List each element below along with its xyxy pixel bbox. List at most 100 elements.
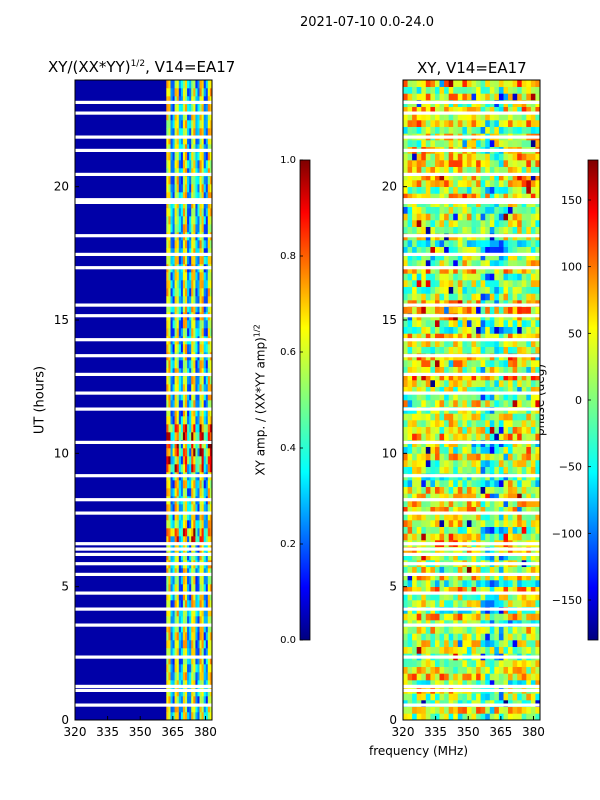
right-heatmap-cell bbox=[526, 286, 532, 294]
right-heatmap-cell bbox=[476, 86, 481, 94]
left-heatmap-cell bbox=[199, 104, 202, 113]
right-heatmap-cell bbox=[435, 320, 440, 327]
right-heatmap-cell bbox=[439, 646, 445, 654]
left-heatmap-cell bbox=[170, 136, 173, 145]
left-heatmap-cell bbox=[182, 704, 186, 713]
left-heatmap-cell bbox=[178, 592, 182, 601]
right-heatmap-cell bbox=[480, 106, 486, 114]
right-heatmap-cell bbox=[512, 640, 518, 647]
right-heatmap-cell bbox=[512, 433, 518, 441]
left-heatmap-cell bbox=[180, 584, 184, 593]
right-heatmap-cell bbox=[448, 386, 454, 394]
left-heatmap-cell bbox=[180, 512, 184, 521]
right-heatmap-cell bbox=[480, 286, 486, 294]
left-heatmap-cell bbox=[189, 256, 192, 265]
right-heatmap-cell bbox=[425, 220, 431, 227]
right-heatmap-cell bbox=[457, 173, 463, 181]
right-heatmap-cell bbox=[489, 193, 495, 201]
left-heatmap-cell bbox=[176, 552, 180, 561]
left-heatmap-cell bbox=[197, 392, 200, 401]
left-heatmap-cell bbox=[205, 176, 209, 185]
left-heatmap-cell bbox=[191, 376, 194, 385]
right-heatmap-cell bbox=[466, 640, 472, 647]
left-heatmap-cell bbox=[189, 480, 192, 489]
left-heatmap-cell bbox=[185, 344, 188, 353]
right-heatmap-cell bbox=[403, 513, 408, 521]
left-heatmap-cell bbox=[185, 704, 188, 713]
right-heatmap-cell bbox=[526, 260, 532, 267]
left-colorbar bbox=[299, 159, 311, 641]
right-heatmap-cell bbox=[508, 393, 513, 401]
left-heatmap-cell bbox=[197, 400, 200, 409]
left-heatmap-cell bbox=[187, 224, 190, 233]
left-heatmap-cell bbox=[178, 280, 182, 289]
left-heatmap-cell bbox=[168, 440, 171, 449]
right-heatmap-cell bbox=[526, 280, 532, 287]
right-heatmap-cell bbox=[403, 373, 408, 381]
right-heatmap-cell bbox=[462, 680, 468, 687]
left-heatmap-cell bbox=[205, 696, 209, 705]
right-heatmap-cell bbox=[403, 520, 408, 527]
right-heatmap-cell bbox=[526, 500, 532, 507]
right-heatmap-cell bbox=[412, 320, 417, 327]
left-heatmap-cell bbox=[207, 208, 211, 217]
right-heatmap-cell bbox=[453, 160, 459, 167]
left-heatmap-cell bbox=[168, 568, 171, 577]
left-heatmap-cell bbox=[170, 480, 173, 489]
flagged-row bbox=[403, 252, 540, 256]
left-heatmap-cell bbox=[182, 464, 186, 473]
right-heatmap-cell bbox=[485, 386, 491, 394]
left-heatmap-cell bbox=[174, 216, 177, 225]
right-heatmap-cell bbox=[494, 213, 500, 221]
right-heatmap-cell bbox=[448, 513, 454, 521]
right-heatmap-cell bbox=[435, 640, 440, 647]
left-heatmap-cell bbox=[205, 464, 209, 473]
right-heatmap-cell bbox=[416, 573, 422, 581]
right-heatmap-cell bbox=[476, 240, 481, 247]
left-heatmap-cell bbox=[174, 640, 177, 649]
left-heatmap-cell bbox=[199, 608, 202, 617]
right-heatmap-cell bbox=[485, 213, 491, 221]
right-heatmap-cell bbox=[535, 326, 541, 334]
right-heatmap-cell bbox=[512, 386, 518, 394]
left-heatmap-cell bbox=[166, 488, 169, 497]
right-heatmap-cell bbox=[430, 520, 436, 527]
left-heatmap-cell bbox=[193, 536, 196, 545]
left-heatmap-cell bbox=[209, 256, 213, 265]
right-heatmap-cell bbox=[444, 346, 449, 354]
right-heatmap-cell bbox=[430, 433, 436, 441]
left-heatmap-cell bbox=[178, 504, 182, 513]
left-heatmap-cell bbox=[189, 488, 192, 497]
right-heatmap-cell bbox=[517, 500, 523, 507]
right-heatmap-cell bbox=[521, 453, 527, 461]
right-heatmap-cell bbox=[530, 413, 536, 421]
left-heatmap-cell bbox=[195, 376, 198, 385]
right-heatmap-cell bbox=[453, 533, 459, 541]
right-heatmap-cell bbox=[457, 113, 463, 121]
left-heatmap-cell bbox=[199, 520, 202, 529]
right-heatmap-cell bbox=[430, 173, 436, 181]
left-heatmap-cell bbox=[166, 144, 169, 153]
right-heatmap-cell bbox=[498, 646, 504, 654]
right-heatmap-cell bbox=[535, 586, 541, 594]
left-heatmap-cell bbox=[193, 360, 196, 369]
right-heatmap-cell bbox=[448, 293, 454, 301]
left-heatmap-cell bbox=[170, 488, 173, 497]
left-heatmap-cell bbox=[178, 168, 182, 177]
right-heatmap-cell bbox=[462, 186, 468, 194]
right-heatmap-cell bbox=[462, 713, 468, 721]
right-heatmap-cell bbox=[508, 433, 513, 441]
right-heatmap-cell bbox=[403, 613, 408, 621]
right-heatmap-cell bbox=[494, 553, 500, 561]
right-heatmap-cell bbox=[517, 380, 523, 387]
left-heatmap-cell bbox=[201, 376, 204, 385]
left-heatmap-cell bbox=[176, 288, 180, 297]
right-heatmap-cell bbox=[462, 240, 468, 247]
right-heatmap-cell bbox=[489, 493, 495, 501]
right-heatmap-cell bbox=[535, 186, 541, 194]
left-heatmap-cell bbox=[166, 480, 169, 489]
right-heatmap-cell bbox=[517, 373, 523, 381]
left-heatmap-cell bbox=[182, 112, 186, 121]
right-heatmap-cell bbox=[498, 126, 504, 134]
left-heatmap-cell bbox=[193, 320, 196, 329]
